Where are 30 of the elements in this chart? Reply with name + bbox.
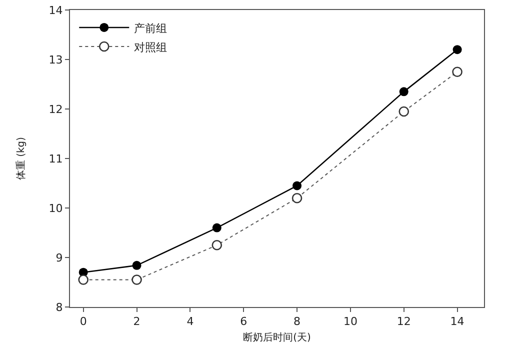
point — [292, 192, 302, 204]
x-tick-label: 12 — [396, 315, 411, 328]
point — [132, 274, 142, 285]
x-tick-label: 6 — [240, 315, 248, 328]
x-tick-label: 8 — [294, 315, 301, 328]
y-tick-label: 13 — [48, 53, 63, 66]
point — [78, 274, 88, 285]
x-tick-label: 10 — [343, 315, 358, 328]
x-tick-label: 14 — [450, 315, 464, 328]
x-tick-label: 4 — [186, 315, 194, 328]
point — [452, 45, 462, 54]
point — [398, 106, 410, 117]
point — [212, 240, 222, 250]
legend-label: 产前组 — [134, 22, 168, 35]
y-tick-label: 10 — [48, 202, 63, 215]
point — [212, 223, 222, 232]
point — [132, 260, 142, 270]
point — [452, 66, 462, 78]
y-tick-label: 8 — [56, 300, 63, 314]
x-axis-title: 断奶后时间(天) — [243, 332, 311, 344]
y-tick-label: 11 — [48, 152, 63, 166]
y-axis-title: 体重 (kg) — [14, 136, 27, 180]
x-tick-label: 0 — [80, 315, 87, 328]
y-tick-label: 12 — [48, 102, 63, 116]
y-tick-label: 14 — [48, 4, 63, 17]
x-tick-label: 2 — [133, 315, 140, 328]
legend-label: 对照组 — [134, 40, 168, 54]
point — [399, 87, 408, 96]
y-tick-label: 9 — [56, 251, 63, 264]
point — [292, 181, 302, 190]
